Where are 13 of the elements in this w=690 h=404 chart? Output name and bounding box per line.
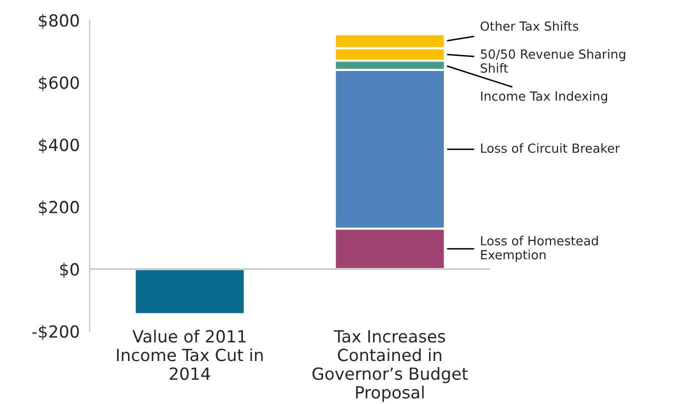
y-tick-label: $0 xyxy=(60,262,79,278)
text: 50/50 Revenue Sharing Shift xyxy=(480,49,626,73)
y-tick-label: -$200 xyxy=(32,324,79,340)
text: Income Tax Indexing xyxy=(481,91,608,104)
x-tick-label: Tax Increases Contained in Governor’s Budget Proposal xyxy=(312,330,468,402)
text: Other Tax Shifts xyxy=(480,21,578,31)
x-tick-label: Value of 2011 Income Tax Cut in 2014 xyxy=(117,330,263,380)
y-tick-label: $200 xyxy=(38,200,79,216)
text: Loss of Circuit Breaker xyxy=(481,143,620,153)
y-tick-label: $400 xyxy=(38,138,79,154)
y-tick-label: $600 xyxy=(38,76,79,92)
text: Loss of Homestead Exemption xyxy=(481,236,598,262)
y-tick-label: $800 xyxy=(38,14,79,29)
